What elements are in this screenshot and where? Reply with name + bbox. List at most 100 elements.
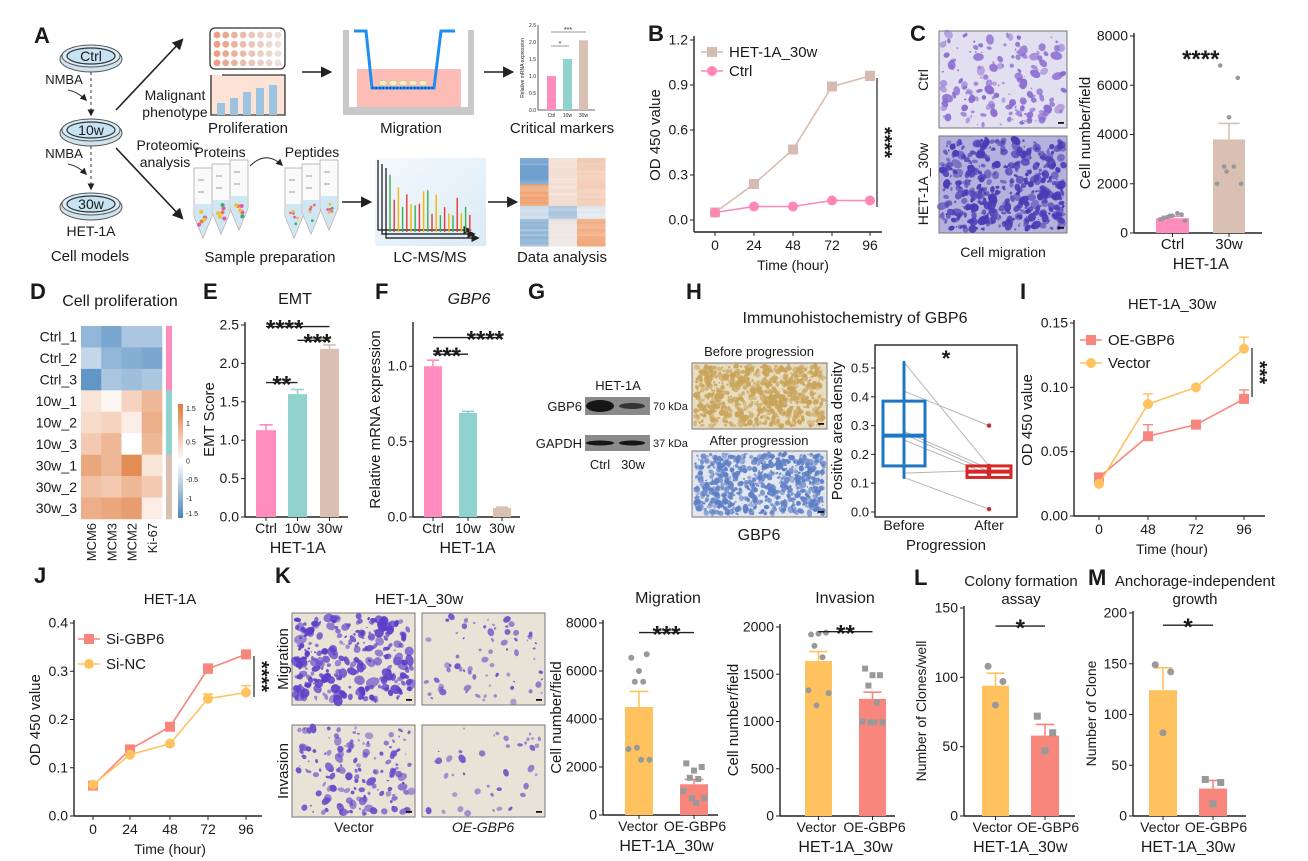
digest-arrow bbox=[249, 157, 284, 167]
legend-label: Si-GBP6 bbox=[106, 631, 164, 648]
data-point bbox=[638, 756, 645, 763]
data-point bbox=[788, 201, 798, 212]
color-scale-label: 1.5 bbox=[186, 406, 196, 413]
bar-group-30w bbox=[320, 344, 339, 517]
group-annotation bbox=[166, 433, 172, 455]
mini-category-label: 30w bbox=[579, 113, 589, 119]
y-tick-label: 2000 bbox=[743, 619, 774, 635]
x-axis-label: HET-1A bbox=[1173, 256, 1229, 273]
y-tick-label: 0.0 bbox=[851, 505, 869, 520]
malignant-phenotype-arrow bbox=[115, 38, 184, 111]
heatmap-cell bbox=[141, 454, 163, 477]
micrograph-ctrl-migration bbox=[938, 29, 1068, 129]
bar-group-oe-gbp6 bbox=[680, 760, 708, 815]
heatmap-cell bbox=[81, 368, 102, 391]
k-title: HET-1A_30w bbox=[375, 591, 464, 608]
data-point bbox=[986, 472, 992, 477]
data-point bbox=[1151, 661, 1159, 669]
column-label: Ki-67 bbox=[145, 523, 160, 553]
step-label-lc-ms: LC-MS/MS bbox=[393, 249, 466, 266]
well bbox=[239, 50, 247, 57]
well bbox=[231, 31, 238, 39]
heatmap-cell bbox=[81, 454, 102, 477]
mini-y-label: Relative mRNA expression bbox=[520, 38, 526, 98]
heatmap-cell bbox=[101, 368, 122, 391]
significance-label: *** bbox=[652, 622, 681, 649]
critical-markers-mini-chart: 0.0 0.5 1.0 1.5 2.0 2.5 Ctrl 10w 30w **** Relative… bbox=[520, 23, 595, 119]
heatmap-cell bbox=[141, 497, 163, 520]
data-point bbox=[125, 749, 135, 760]
y-tick-label: 0.1 bbox=[49, 759, 69, 775]
ihc-title: Immunohistochemistry of GBP6 bbox=[743, 310, 968, 327]
ihc-caption: GBP6 bbox=[738, 527, 781, 544]
x-tick-label: OE-GBP6 bbox=[664, 818, 726, 834]
well bbox=[231, 59, 238, 67]
well bbox=[257, 50, 264, 57]
icon-bar bbox=[230, 98, 238, 115]
y-tick-label: 6000 bbox=[566, 663, 597, 679]
peptides-label: Peptides bbox=[285, 144, 339, 160]
y-tick-label: 0.05 bbox=[1041, 443, 1068, 459]
y-tick-label: 50 bbox=[1111, 757, 1127, 773]
x-tick-label: 30w bbox=[1215, 236, 1243, 253]
chart-k-migration: 0 2000 4000 6000 8000 Vector OE-GBP6 HET-1A_30w… bbox=[548, 590, 726, 855]
scale-bar bbox=[406, 811, 412, 813]
paired-line bbox=[903, 476, 990, 510]
data-point bbox=[862, 665, 869, 672]
significance-label: *** bbox=[1248, 361, 1270, 385]
ihc-after-progression bbox=[691, 450, 828, 518]
y-tick-label: 0.6 bbox=[669, 122, 689, 138]
data-point bbox=[241, 649, 251, 660]
paired-line bbox=[903, 439, 990, 476]
heatmap-cell bbox=[141, 326, 163, 348]
mini-tick-label: 2.5 bbox=[529, 23, 536, 29]
plot-frame bbox=[874, 344, 1018, 518]
transwell-image-migration-oe-gbp6 bbox=[421, 612, 546, 706]
group-annotation bbox=[166, 390, 172, 413]
molecular-weight-label: 70 kDa bbox=[653, 401, 689, 413]
panel-label-c: C bbox=[910, 21, 926, 46]
y-tick-label: 0.0 bbox=[669, 212, 689, 228]
chart-k-invasion: 0 500 1000 1500 2000 Vector OE-GBP6 HET-1A_30w C… bbox=[725, 590, 906, 856]
sample-tube-icon bbox=[319, 159, 339, 232]
data-point bbox=[1191, 419, 1201, 430]
well bbox=[222, 50, 230, 57]
well bbox=[231, 50, 238, 57]
x-tick-label: 0 bbox=[711, 237, 719, 253]
well bbox=[274, 31, 282, 39]
scale-bar bbox=[536, 811, 542, 813]
color-scale-label: 1 bbox=[186, 421, 190, 428]
y-tick-label: 0.00 bbox=[1041, 508, 1068, 524]
data-point bbox=[1209, 800, 1217, 808]
y-tick-label: 200 bbox=[1104, 605, 1128, 621]
sample-tube-icon bbox=[193, 167, 213, 240]
dish-label: 30w bbox=[78, 196, 105, 212]
well bbox=[248, 31, 256, 39]
data-point bbox=[749, 179, 759, 189]
data-point bbox=[1094, 472, 1104, 483]
data-point bbox=[813, 702, 820, 709]
data-point bbox=[902, 389, 906, 393]
significance-label: * bbox=[1016, 615, 1026, 642]
data-point bbox=[241, 687, 251, 698]
legend-label: OE-GBP6 bbox=[1108, 332, 1175, 349]
row-label: Ctrl_3 bbox=[40, 372, 78, 388]
series-ctrl bbox=[710, 195, 875, 218]
y-tick-label: 1.2 bbox=[669, 32, 689, 48]
bar-oe-gbp6 bbox=[859, 698, 886, 816]
data-point bbox=[1235, 75, 1241, 81]
bar-group-ctrl bbox=[256, 424, 276, 517]
error-bar bbox=[259, 424, 273, 431]
data-point bbox=[636, 668, 642, 674]
data-point bbox=[876, 672, 883, 679]
row-label-ctrl: Ctrl bbox=[915, 69, 931, 91]
bar-group-10w bbox=[288, 388, 307, 517]
data-point bbox=[873, 699, 880, 706]
data-point bbox=[859, 718, 866, 725]
x-tick-label: 96 bbox=[238, 821, 254, 837]
data-point bbox=[827, 81, 837, 92]
x-tick-label: 24 bbox=[122, 821, 138, 837]
data-point bbox=[869, 672, 876, 679]
y-tick-label: 0.4 bbox=[851, 389, 869, 404]
row-label: 30w_3 bbox=[36, 500, 77, 516]
